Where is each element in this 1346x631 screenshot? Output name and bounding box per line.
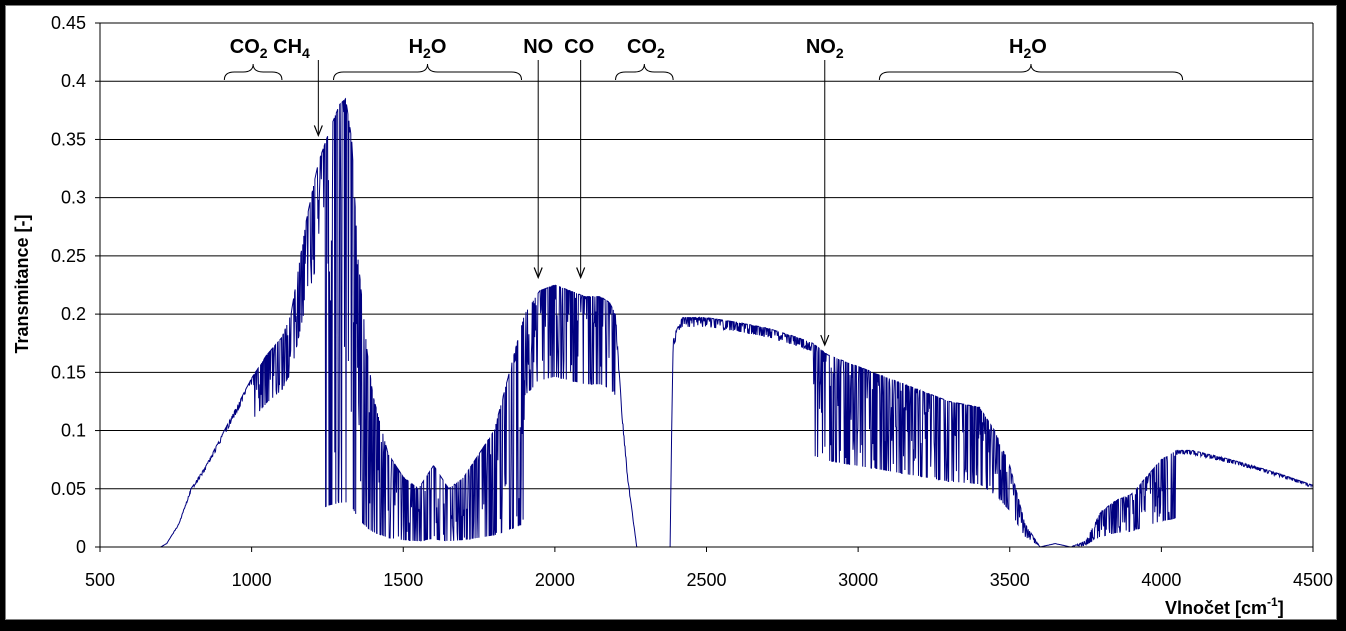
x-tick-label: 4500 <box>1293 570 1333 590</box>
x-axis-label: Vlnočet [cm-1] <box>1165 595 1284 618</box>
species-label: CO <box>564 36 594 58</box>
y-tick-label: 0 <box>76 537 86 557</box>
y-tick-label: 0.35 <box>51 129 86 149</box>
x-tick-label: 1000 <box>232 570 272 590</box>
species-label: NO2 <box>806 36 844 61</box>
x-tick-label: 3500 <box>990 570 1030 590</box>
species-label: H2O <box>409 36 447 61</box>
arrow-head <box>313 125 323 138</box>
y-axis-label: Transmitance [-] <box>12 214 32 353</box>
brace <box>615 63 674 81</box>
brace <box>878 63 1184 81</box>
x-tick-label: 4000 <box>1141 570 1181 590</box>
x-tick-label: 3000 <box>838 570 878 590</box>
y-tick-label: 0.45 <box>51 13 86 33</box>
brace <box>333 63 523 81</box>
y-tick-label: 0.25 <box>51 246 86 266</box>
y-tick-label: 0.3 <box>61 188 86 208</box>
y-tick-label: 0.05 <box>51 479 86 499</box>
brace <box>223 63 283 81</box>
species-label: NO <box>523 36 553 58</box>
species-label: CO2 <box>627 36 665 61</box>
x-tick-label: 2500 <box>686 570 726 590</box>
y-tick-label: 0.2 <box>61 304 86 324</box>
arrow-head <box>820 334 830 347</box>
x-tick-label: 2000 <box>535 570 575 590</box>
y-tick-label: 0.1 <box>61 421 86 441</box>
y-tick-label: 0.15 <box>51 362 86 382</box>
species-label: CO2 CH4 <box>230 36 310 61</box>
arrow-head <box>533 267 543 280</box>
x-tick-label: 1500 <box>383 570 423 590</box>
arrow-head <box>576 267 586 280</box>
y-tick-label: 0.4 <box>61 71 86 91</box>
x-tick-label: 500 <box>85 570 115 590</box>
transmittance-line <box>100 97 1314 548</box>
species-label: H2O <box>1009 36 1047 61</box>
